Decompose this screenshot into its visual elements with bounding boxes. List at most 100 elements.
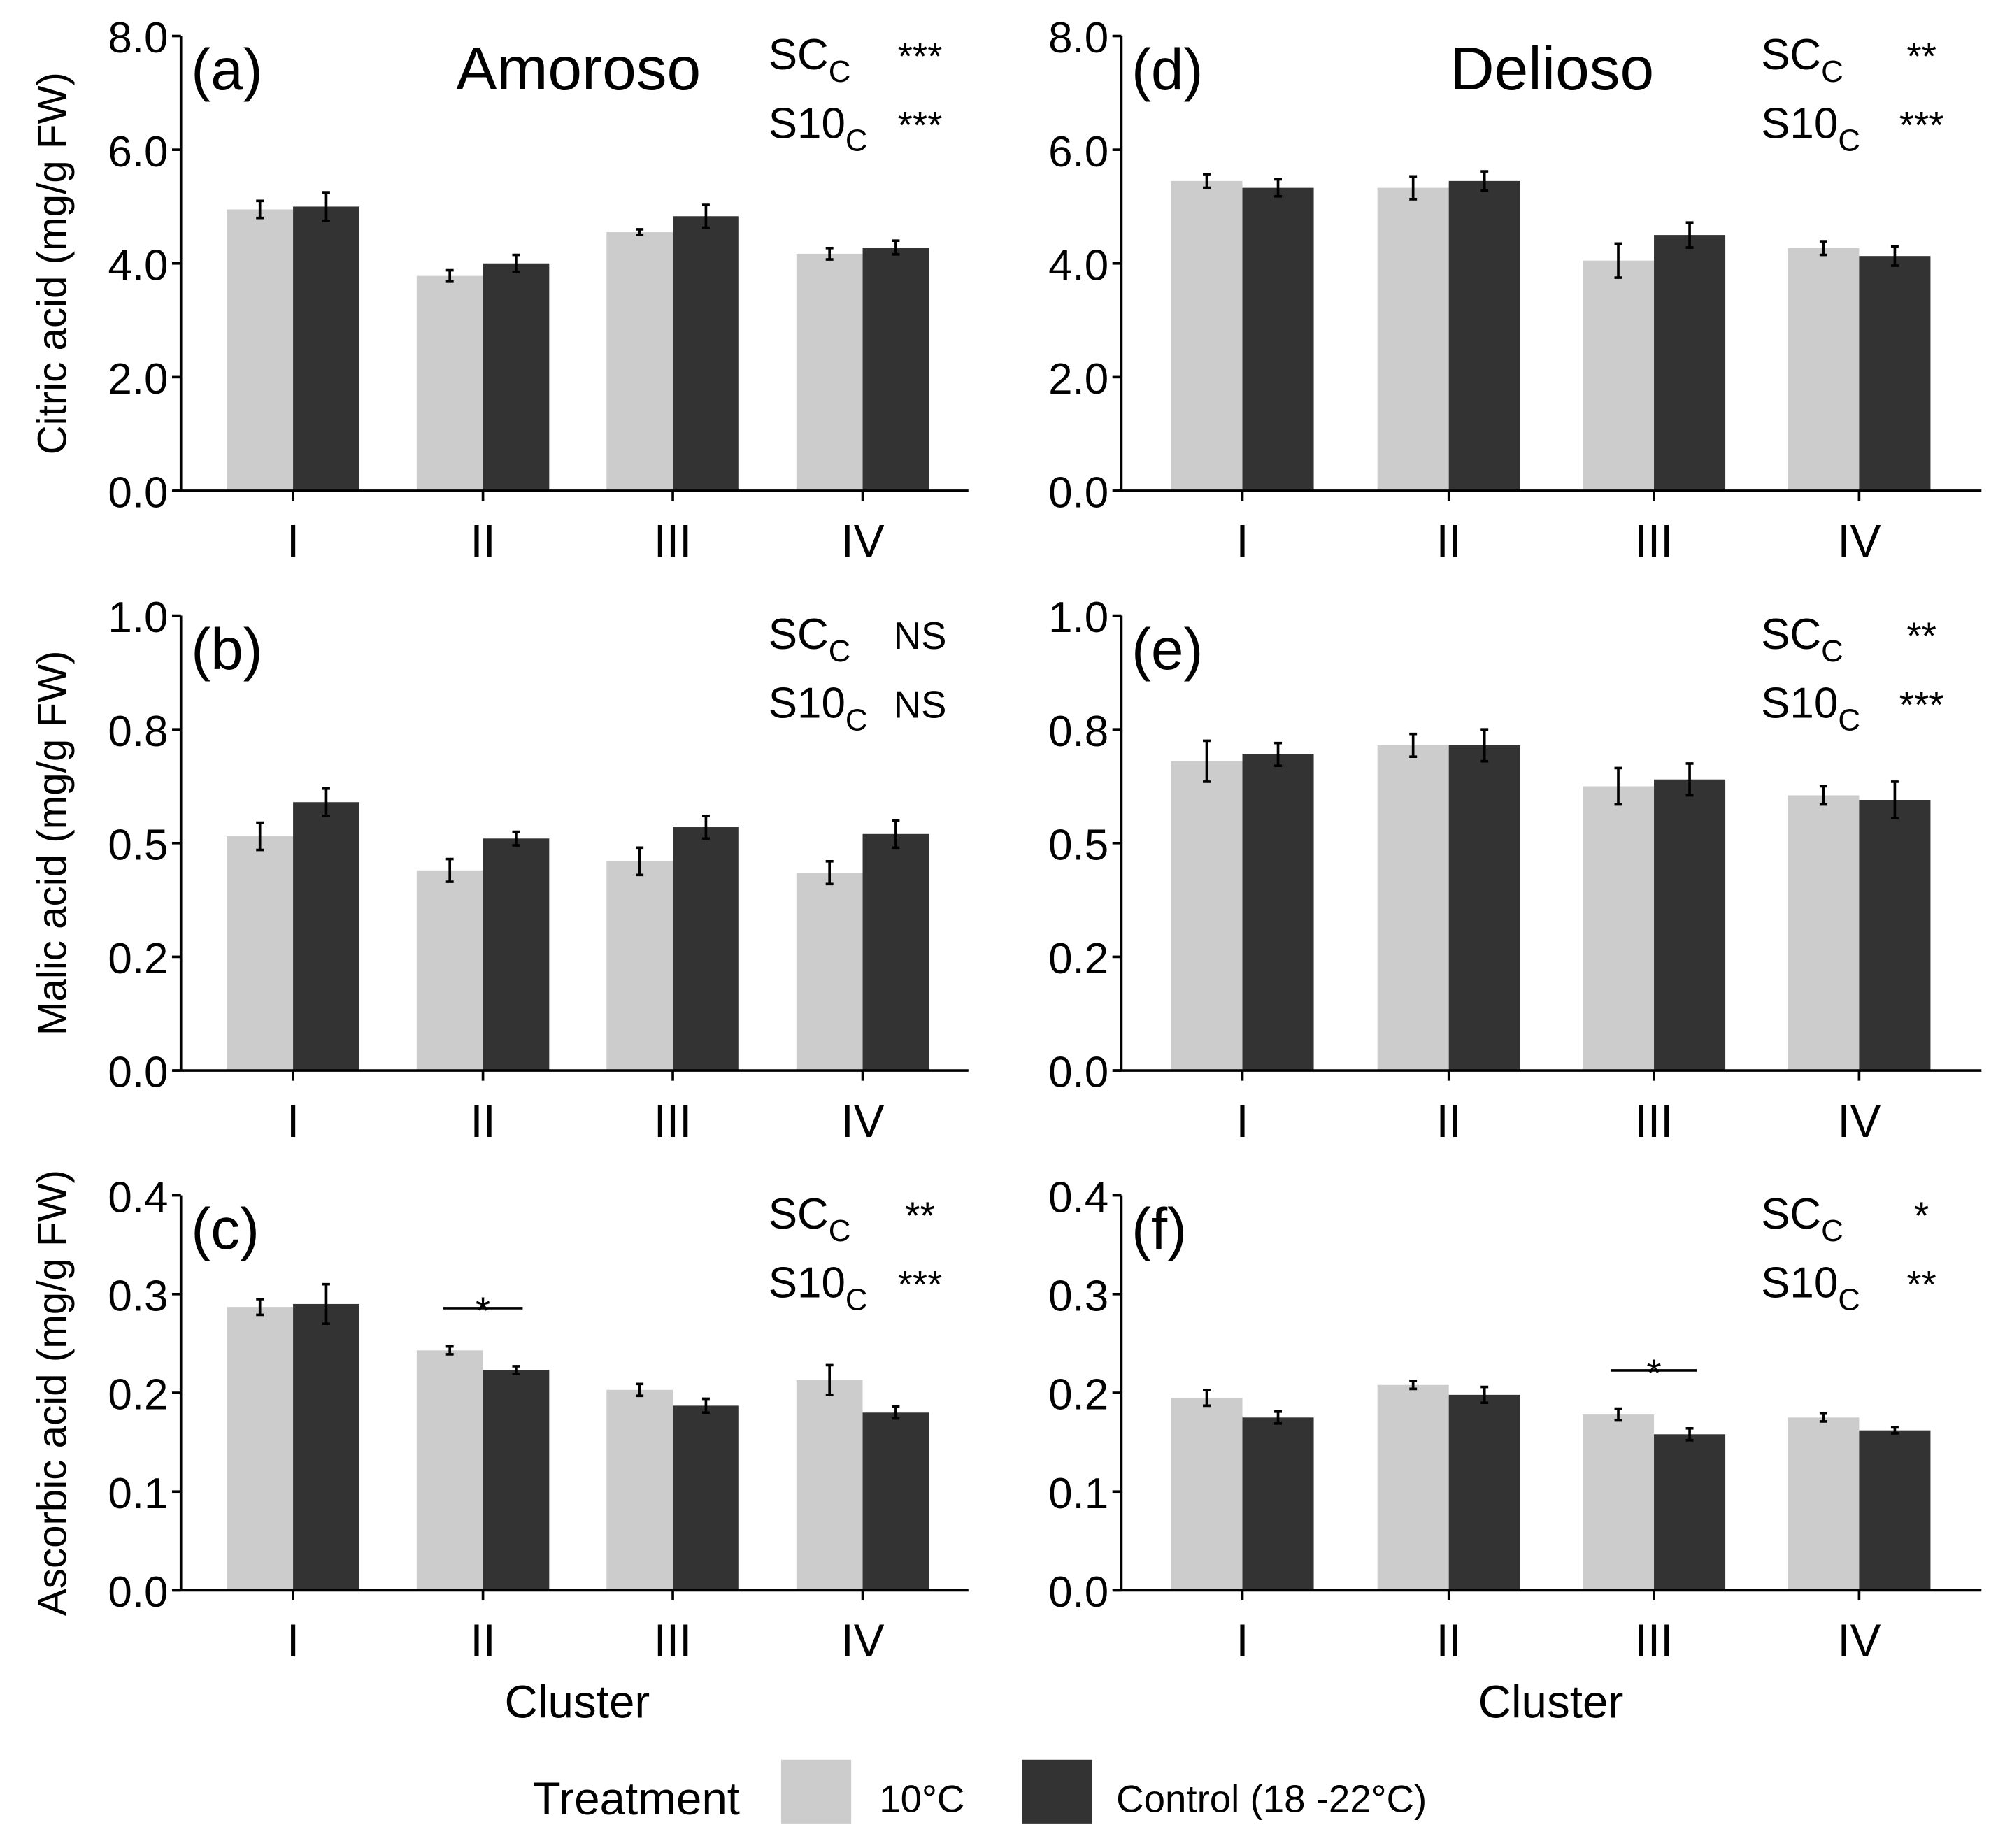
error-bar	[1890, 245, 1899, 267]
panel-label: (a)	[191, 36, 262, 102]
stat-label: SCC	[1761, 31, 1843, 89]
pairwise-significance-label: *	[476, 1289, 490, 1332]
panel-b: 0.00.20.50.81.0I II III IV(b)Malic acid (mg…	[30, 594, 969, 1147]
error-bar	[1819, 240, 1827, 257]
bar-control-IV	[862, 833, 929, 1071]
error-bar	[636, 228, 644, 236]
error-bar	[825, 1363, 834, 1396]
bar-10c-I	[227, 1307, 294, 1591]
y-tick-label: 0.0	[108, 1049, 168, 1097]
significance-label: ***	[898, 103, 943, 146]
x-tick-label: II	[470, 1615, 495, 1666]
bar-control-IV	[862, 247, 929, 491]
y-tick-label: 4.0	[108, 241, 168, 289]
panel-label: (f)	[1132, 1196, 1187, 1261]
bar-control-II	[1448, 745, 1520, 1071]
x-tick-label: III	[1635, 1096, 1674, 1147]
x-axis-label-left: Cluster	[505, 1677, 650, 1728]
bar-10c-I	[227, 209, 294, 491]
bar-10c-IV	[796, 873, 863, 1071]
bar-control-II	[483, 263, 550, 491]
error-bar	[445, 1345, 454, 1356]
bar-10c-III	[1583, 786, 1655, 1071]
y-tick-label: 0.0	[1048, 1049, 1108, 1097]
stat-name: SC	[769, 1190, 829, 1238]
error-bar	[1409, 1380, 1418, 1391]
y-axis-label: Ascorbic acid (mg/g FW)	[30, 1170, 76, 1616]
error-bar	[1409, 732, 1418, 759]
bar-control-I	[1242, 754, 1314, 1071]
legend-label-control: Control (18 -22°C)	[1116, 1777, 1427, 1820]
y-tick-label: 0.2	[108, 1371, 168, 1419]
stat-name: S10	[769, 99, 845, 148]
y-tick-label: 0.5	[1048, 821, 1108, 869]
error-bar	[1409, 175, 1418, 201]
error-bar	[1819, 785, 1827, 806]
error-bar	[256, 1298, 264, 1317]
error-bar	[636, 1382, 644, 1398]
bar-10c-IV	[796, 1380, 863, 1591]
stat-label: S10C	[769, 679, 868, 737]
stat-name: S10	[1761, 1259, 1838, 1307]
y-tick-label: 2.0	[1048, 355, 1108, 403]
panel-title: Amoroso	[456, 34, 701, 103]
stat-label: S10C	[769, 1259, 868, 1317]
stat-subscript: C	[829, 634, 851, 668]
bar-control-IV	[1859, 1430, 1931, 1591]
significance-label: ***	[898, 1263, 943, 1305]
stat-name: SC	[1761, 1190, 1821, 1238]
x-tick-label: II	[1436, 1096, 1461, 1147]
bar-10c-III	[606, 1389, 673, 1591]
stat-subscript: C	[1838, 124, 1860, 158]
x-tick-label: II	[470, 516, 495, 567]
error-bar	[1480, 1385, 1489, 1404]
error-bar	[1480, 170, 1489, 192]
bar-control-I	[1242, 187, 1314, 491]
x-axis-label-right: Cluster	[1478, 1677, 1624, 1728]
bar-10c-III	[606, 861, 673, 1071]
stat-name: SC	[769, 31, 829, 79]
error-bar	[256, 821, 264, 852]
significance-label: *	[1914, 1194, 1929, 1237]
x-tick-label: III	[654, 516, 692, 567]
y-tick-label: 1.0	[1048, 594, 1108, 642]
x-tick-label: IV	[1837, 1096, 1881, 1147]
panel-label: (b)	[191, 616, 262, 682]
error-bar	[701, 1397, 710, 1414]
bar-10c-III	[1583, 1414, 1655, 1591]
y-tick-label: 0.0	[108, 469, 168, 517]
panel-d: 0.02.04.06.08.0I II III IV(d) Delioso SCC **S1…	[1048, 14, 1982, 567]
x-tick-label: IV	[1837, 516, 1881, 567]
error-bar	[1685, 221, 1694, 249]
x-tick-label: II	[1436, 1615, 1461, 1666]
error-bar	[1480, 728, 1489, 763]
bar-10c-I	[1171, 1398, 1243, 1591]
y-tick-label: 2.0	[108, 355, 168, 403]
error-bar	[512, 1365, 520, 1376]
stat-label: SCC	[1761, 610, 1843, 668]
y-tick-label: 8.0	[1048, 14, 1108, 62]
stat-label: S10C	[1761, 99, 1860, 157]
error-bar	[1614, 1407, 1622, 1422]
stat-name: S10	[769, 679, 845, 727]
stat-subscript: C	[1821, 55, 1843, 89]
panel-a: 0.02.04.06.08.0I II III IV(a) AmorosoCitric …	[30, 14, 969, 567]
bar-10c-IV	[1788, 248, 1860, 491]
significance-label: **	[1906, 615, 1936, 657]
stat-name: S10	[1761, 99, 1838, 148]
error-bar	[512, 830, 520, 847]
bar-10c-I	[1171, 180, 1243, 491]
x-tick-label: I	[1236, 1096, 1248, 1147]
bar-control-IV	[1859, 800, 1931, 1071]
panel-label: (c)	[191, 1196, 259, 1261]
legend-swatch-10c	[780, 1759, 852, 1824]
error-bar	[512, 253, 520, 273]
bar-control-I	[293, 802, 359, 1071]
pairwise-significance-label: *	[1646, 1352, 1661, 1394]
bar-control-IV	[1859, 256, 1931, 491]
y-tick-label: 0.1	[108, 1470, 168, 1518]
stat-label: S10C	[1761, 679, 1860, 737]
x-tick-label: I	[1236, 1615, 1248, 1666]
x-tick-label: IV	[841, 1096, 885, 1147]
error-bar	[322, 787, 330, 817]
